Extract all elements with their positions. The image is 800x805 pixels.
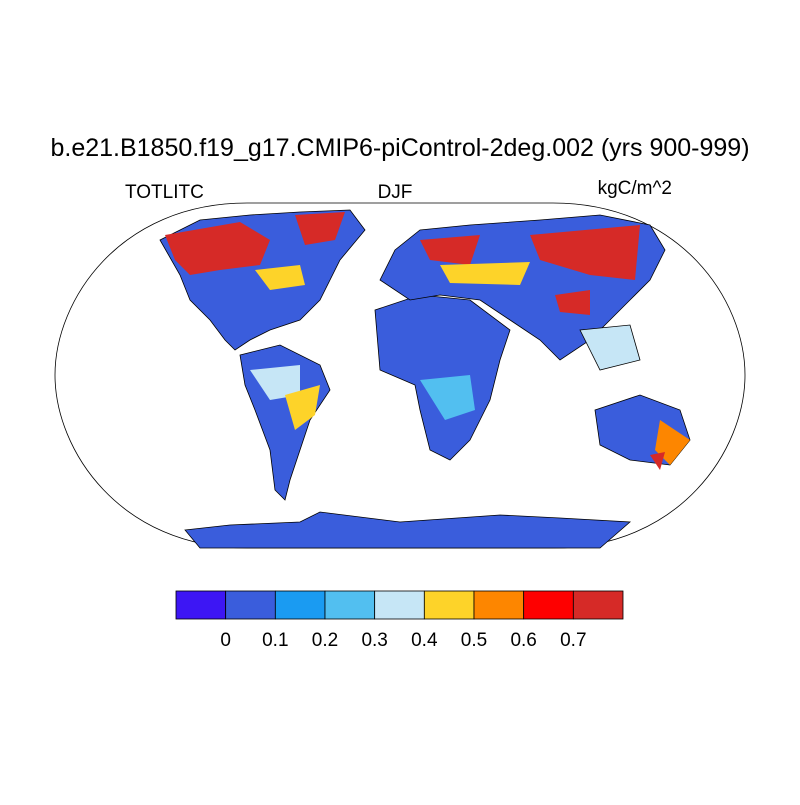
africa [374,294,511,461]
region-mid [285,385,320,430]
title: b.e21.B1850.f19_g17.CMIP6-piControl-2deg… [50,134,749,162]
colorbar-label: 0.4 [411,630,438,651]
region-mid [255,265,305,290]
colorbar-label: 0 [220,630,231,651]
colorbar: 0 0.1 0.2 0.3 0.4 0.5 0.6 0.7 [175,590,624,651]
region-high [420,235,480,265]
colorbar-box [374,590,425,620]
southeast-asia [579,324,641,371]
region-high [530,225,640,280]
region-high [165,222,270,275]
region-high [555,290,590,315]
colorbar-label: 0.7 [560,630,586,651]
center-string: DJF [378,182,413,203]
colorbar-label: 0.5 [461,630,487,651]
colorbar-label: 0.2 [312,630,338,651]
region-mid [440,262,530,285]
antarctica [184,511,632,549]
colorbar-box [324,590,376,620]
colorbar-box [523,590,574,620]
colorbar-label: 0.3 [361,630,387,651]
colorbar-box [225,590,276,620]
new-zealand [650,452,665,470]
colorbar-label: 0.6 [510,630,536,651]
colorbar-box [175,590,227,620]
map [54,202,746,549]
colorbar-box [572,590,624,620]
right-string: kgC/m^2 [598,178,672,199]
colorbar-box [274,590,326,620]
colorbar-box [423,590,475,620]
region-high [295,212,345,245]
colorbar-box [473,590,525,620]
left-string: TOTLITC [125,182,204,203]
region-low [250,365,300,400]
colorbar-label: 0.1 [262,630,288,651]
region-low [420,375,475,420]
